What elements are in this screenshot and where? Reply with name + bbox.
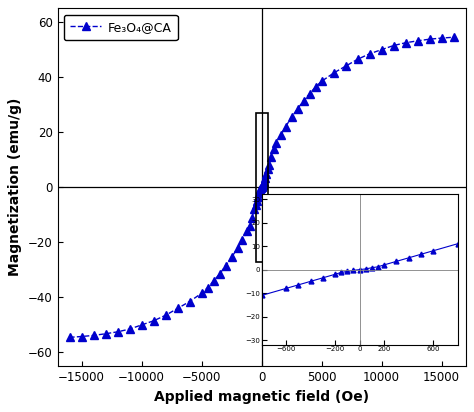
- Fe₃O₄@CA: [260, 183, 265, 187]
- Fe₃O₄@CA: [67, 335, 73, 340]
- Fe₃O₄@CA: [264, 171, 269, 176]
- Legend: Fe₃O₄@CA: Fe₃O₄@CA: [64, 14, 178, 40]
- Fe₃O₄@CA: [249, 215, 255, 220]
- Fe₃O₄@CA: [205, 286, 210, 290]
- Fe₃O₄@CA: [217, 272, 222, 276]
- Fe₃O₄@CA: [451, 35, 456, 40]
- Line: Fe₃O₄@CA: Fe₃O₄@CA: [66, 33, 457, 341]
- X-axis label: Applied magnetic field (Oe): Applied magnetic field (Oe): [154, 390, 369, 404]
- Fe₃O₄@CA: [355, 57, 360, 62]
- Y-axis label: Magnetization (emu/g): Magnetization (emu/g): [9, 98, 22, 276]
- Bar: [255, 113, 268, 262]
